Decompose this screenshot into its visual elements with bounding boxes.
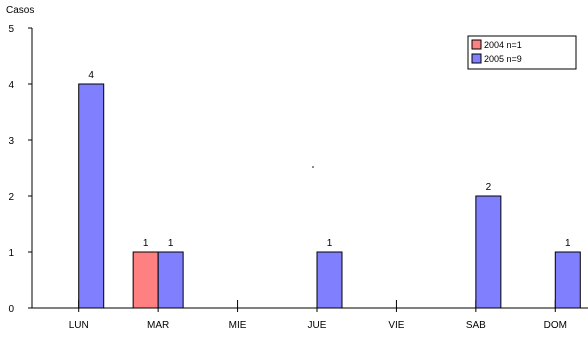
x-tick-label: JUE	[308, 320, 327, 331]
legend-swatch	[471, 53, 482, 64]
legend-label: 2004 n=1	[484, 40, 522, 50]
bars-layer	[78, 83, 581, 309]
y-tick-label: 2	[8, 192, 14, 203]
x-tick-label: VIE	[388, 320, 404, 331]
data-label: 1	[565, 238, 571, 249]
x-tick-label: SAB	[466, 320, 486, 331]
y-tick-label: 5	[8, 24, 14, 35]
x-tick-label: DOM	[544, 320, 567, 331]
y-axis-label: Casos	[6, 5, 34, 16]
legend-label: 2005 n=9	[484, 54, 522, 64]
data-label: 1	[168, 238, 174, 249]
x-tick-label: MIE	[229, 320, 247, 331]
bar-series-2	[554, 251, 581, 309]
x-tick-label: LUN	[69, 320, 89, 331]
data-label: 4	[88, 70, 94, 81]
bar-series-1	[132, 251, 159, 309]
legend-box	[467, 35, 577, 70]
y-tick-label: 3	[8, 136, 14, 147]
data-labels-layer: 4 1 1 1 2 1	[88, 70, 571, 249]
y-tick-label: 4	[8, 80, 14, 91]
bar-series-2	[475, 195, 502, 309]
bar-series-2	[157, 251, 184, 309]
y-tick-label: 0	[8, 304, 14, 315]
legend-swatch	[471, 39, 482, 50]
legend: 2004 n=1 2005 n=9	[467, 35, 577, 70]
data-label: 1	[327, 238, 333, 249]
bar-series-2	[316, 251, 343, 309]
x-tick-label: MAR	[147, 320, 169, 331]
bar-series-2	[78, 83, 105, 309]
stray-dot	[312, 166, 314, 168]
data-label: 2	[486, 182, 492, 193]
data-label: 1	[143, 238, 149, 249]
y-tick-label: 1	[8, 248, 14, 259]
